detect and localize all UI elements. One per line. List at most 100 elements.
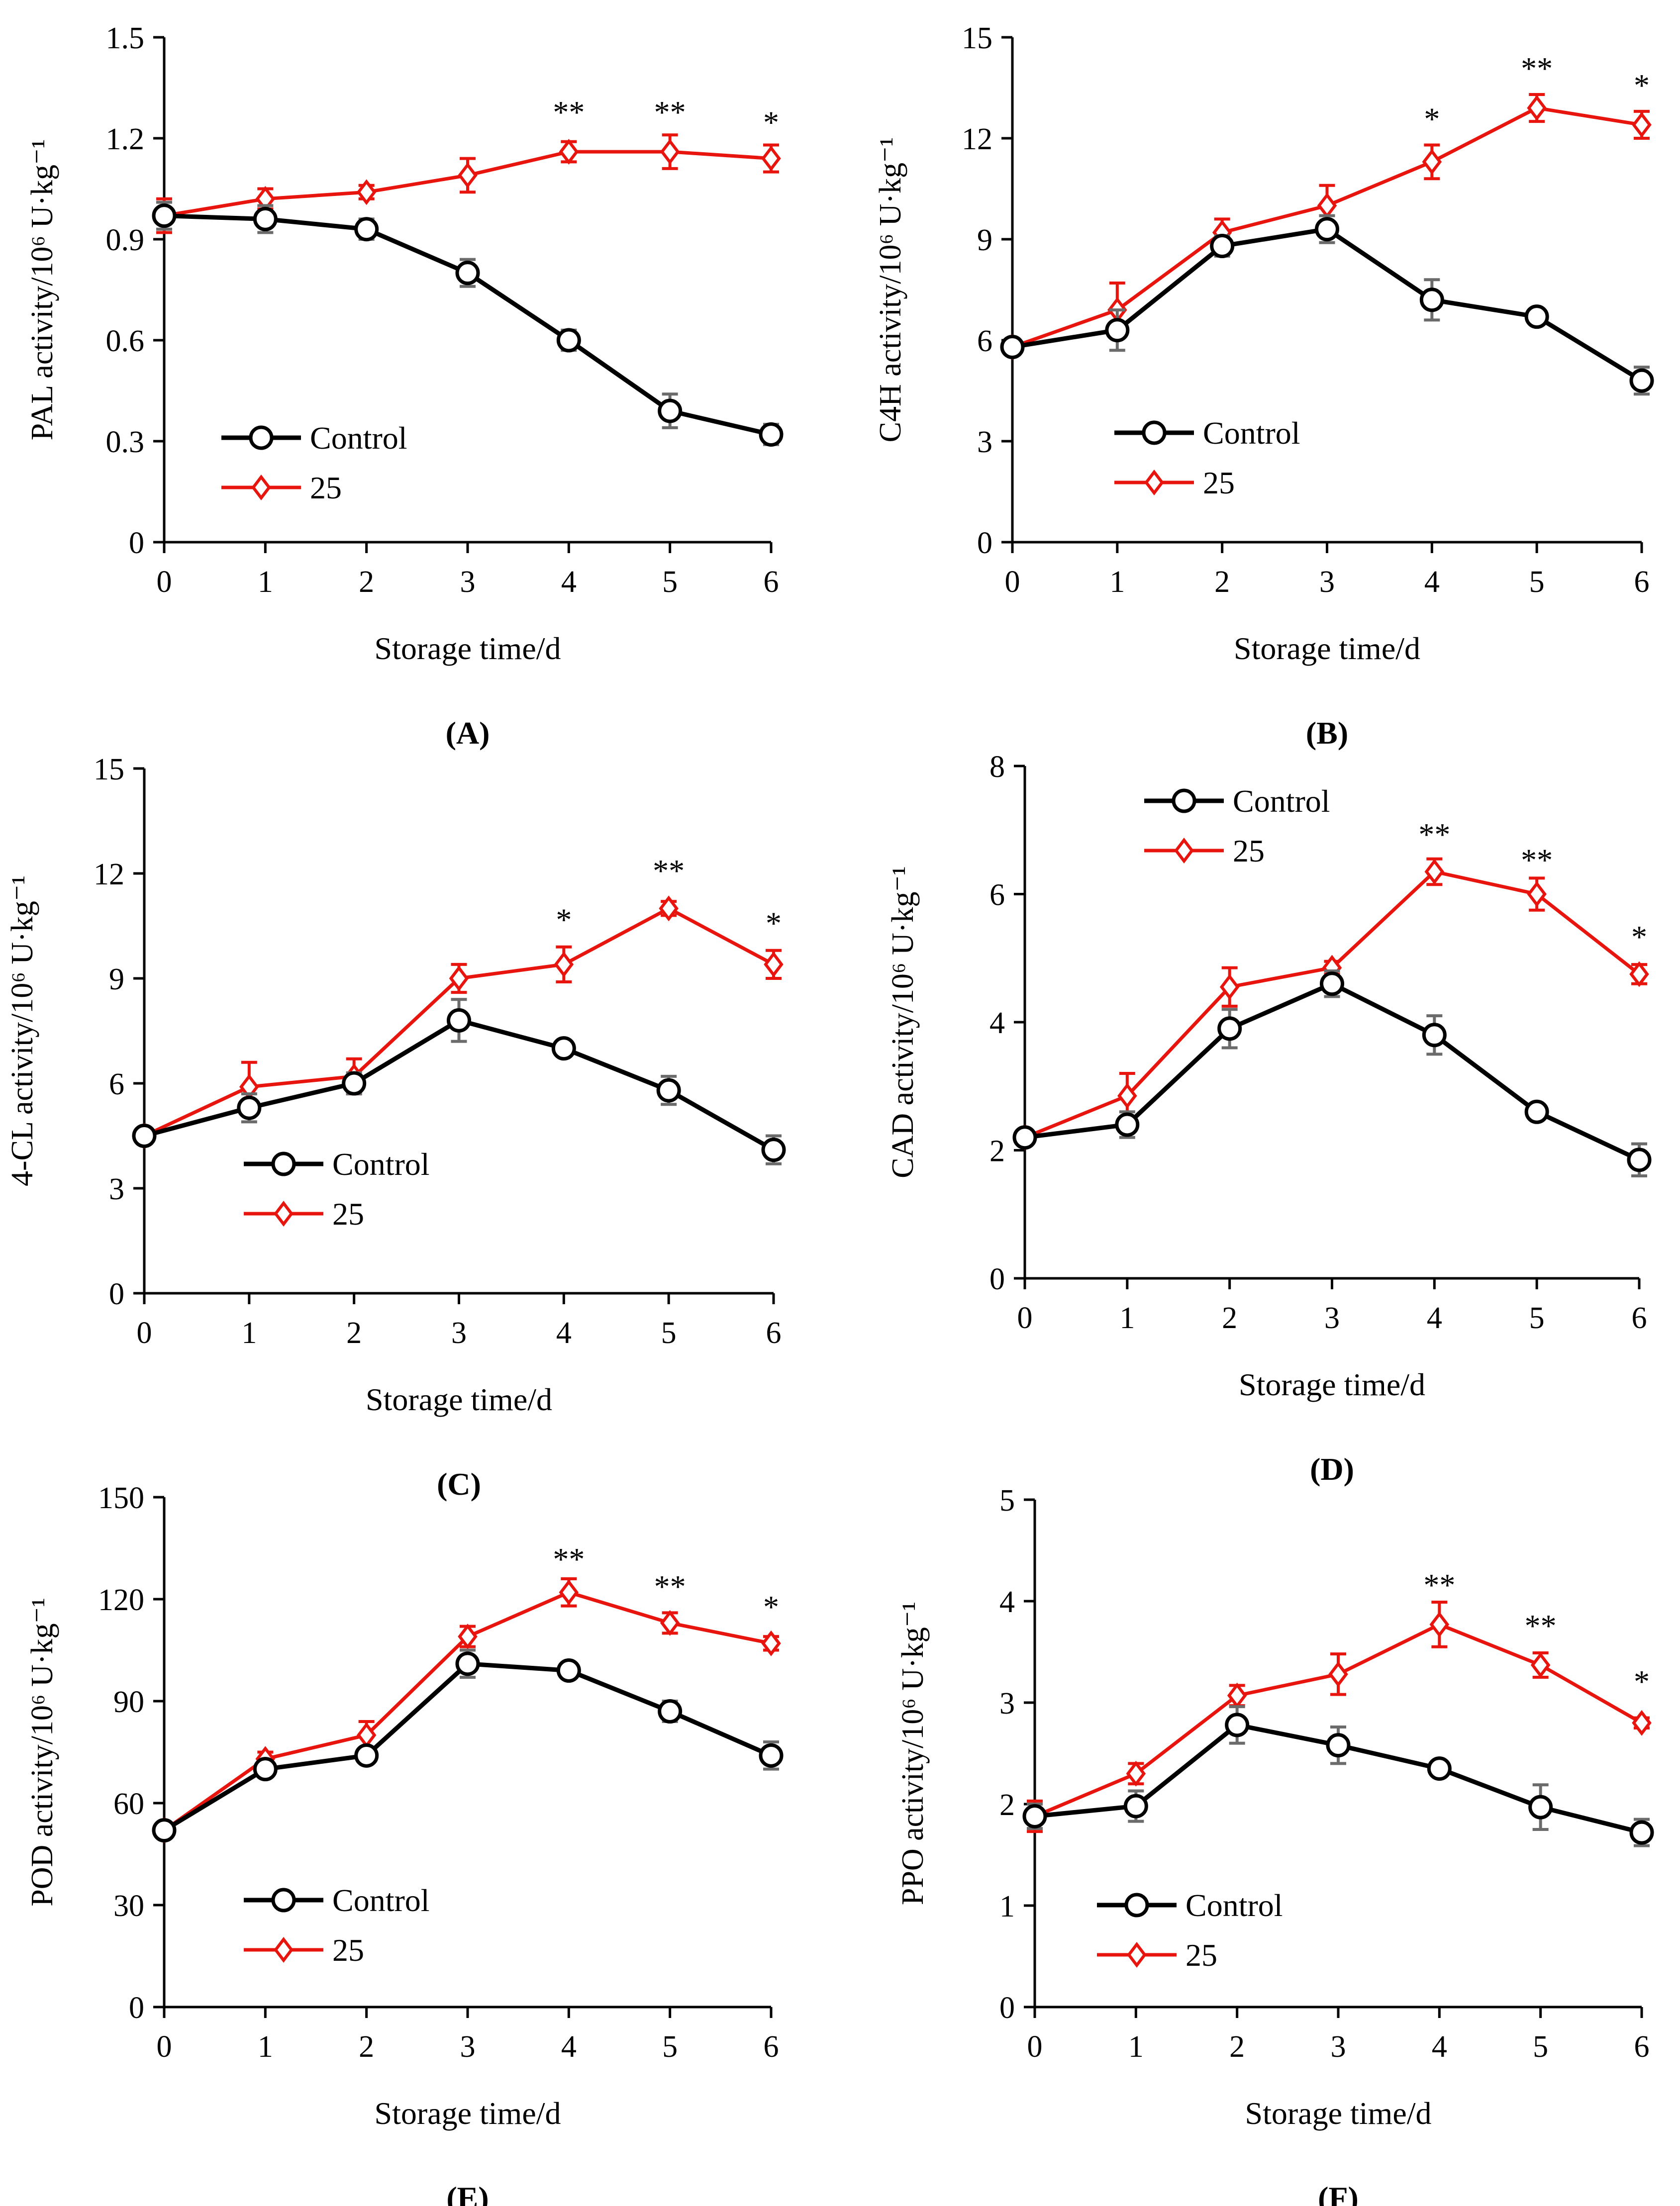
data-point xyxy=(1317,192,1337,219)
x-tick-label: 0 xyxy=(157,2030,172,2064)
y-tick-label: 1 xyxy=(999,1890,1015,1923)
data-point xyxy=(1219,974,1240,1000)
data-point xyxy=(759,422,784,447)
x-tick-label: 1 xyxy=(1128,2030,1144,2064)
legend: Control 25 xyxy=(244,1147,430,1232)
legend-label-control: Control xyxy=(1233,783,1330,819)
data-point xyxy=(1530,1652,1551,1678)
x-tick-label: 3 xyxy=(451,1316,467,1350)
series-control xyxy=(152,1648,784,1843)
panel-label: (D) xyxy=(1310,1451,1354,1487)
data-point xyxy=(660,139,680,165)
x-tick-label: 5 xyxy=(661,1316,677,1350)
data-point xyxy=(1629,961,1649,987)
y-tick-label: 6 xyxy=(109,1067,124,1101)
legend-label-treatment: 25 xyxy=(1203,465,1235,500)
series-line xyxy=(1024,869,1641,1139)
y-tick-label: 0 xyxy=(109,1277,124,1311)
legend-marker-treatment xyxy=(274,1201,294,1227)
x-tick-label: 2 xyxy=(359,2030,374,2064)
legend: Control 25 xyxy=(1114,415,1300,500)
x-tick-label: 2 xyxy=(1222,1301,1237,1335)
y-tick-label: 12 xyxy=(94,858,124,891)
data-point xyxy=(1527,881,1547,907)
data-point xyxy=(1117,1083,1137,1109)
panel-label: (C) xyxy=(437,1466,481,1502)
significance-mark: * xyxy=(763,104,779,140)
x-tick-label: 5 xyxy=(1529,1301,1545,1335)
y-tick-label: 3 xyxy=(977,425,992,459)
legend-label-control: Control xyxy=(1203,415,1300,451)
data-point xyxy=(1105,318,1130,343)
x-tick-label: 6 xyxy=(764,2030,779,2064)
data-point xyxy=(556,328,581,353)
legend: Control 25 xyxy=(1144,783,1330,868)
panel-e: 0 30 60 90 120 150 0 1 2 3 4 5 6 Storage time/d POD ac… xyxy=(25,1481,784,2206)
data-point xyxy=(152,1818,177,1843)
x-tick-label: 4 xyxy=(556,1316,572,1350)
y-tick-label: 6 xyxy=(977,324,992,358)
x-tick-label: 4 xyxy=(1424,565,1440,599)
data-point xyxy=(1524,304,1549,329)
x-tick-label: 1 xyxy=(258,565,273,599)
data-point xyxy=(458,1624,478,1650)
data-point xyxy=(152,203,177,228)
significance-mark: ** xyxy=(553,95,585,130)
x-tick-label: 1 xyxy=(1119,1301,1135,1335)
data-point xyxy=(759,1743,784,1768)
x-tick-label: 6 xyxy=(764,565,779,599)
x-tick-label: 6 xyxy=(1634,565,1650,599)
series-line xyxy=(164,213,772,437)
x-tick-label: 2 xyxy=(1229,2030,1245,2064)
legend-marker-treatment xyxy=(1127,1942,1147,1968)
data-point xyxy=(1210,234,1235,259)
x-tick-label: 2 xyxy=(346,1316,362,1350)
series-treatment xyxy=(154,1577,781,1843)
data-point xyxy=(132,1124,157,1148)
data-point xyxy=(1528,1795,1553,1820)
series-control xyxy=(152,200,784,447)
y-tick-label: 4 xyxy=(989,1006,1005,1040)
data-point xyxy=(1328,1661,1348,1687)
data-point xyxy=(455,1651,480,1676)
x-tick-label: 0 xyxy=(137,1316,152,1350)
significance-mark: ** xyxy=(1521,842,1553,877)
legend: Control 25 xyxy=(244,1883,430,1968)
data-point xyxy=(764,951,784,977)
data-point xyxy=(253,206,278,231)
data-point xyxy=(658,1699,683,1724)
y-axis-label: POD activity/10⁶ U·kg⁻¹ xyxy=(25,1598,59,1907)
data-point xyxy=(659,895,679,922)
data-point xyxy=(354,217,379,242)
data-point xyxy=(551,1036,576,1061)
legend-marker-control xyxy=(1142,420,1167,445)
significance-mark: ** xyxy=(654,95,686,130)
y-tick-label: 0.6 xyxy=(106,324,145,358)
y-tick-label: 0 xyxy=(129,1991,144,2025)
panel-a: 0 0.3 0.6 0.9 1.2 1.5 0 1 2 3 4 5 6 Storage time/d PAL… xyxy=(25,21,784,751)
x-axis-label: Storage time/d xyxy=(1239,1367,1425,1402)
legend-marker-control xyxy=(271,1888,296,1913)
data-point xyxy=(237,1095,262,1120)
y-axis-label: CAD activity/10⁶ U·kg⁻¹ xyxy=(886,866,920,1178)
legend-label-control: Control xyxy=(1186,1888,1283,1923)
legend-marker-control xyxy=(1172,788,1196,813)
x-tick-label: 0 xyxy=(1027,2030,1043,2064)
data-point xyxy=(660,1610,680,1636)
significance-mark: * xyxy=(1634,68,1650,103)
legend-label-treatment: 25 xyxy=(332,1196,364,1232)
y-axis-label: PPO activity/10⁶ U·kg⁻¹ xyxy=(896,1602,930,1905)
data-point xyxy=(447,1008,471,1033)
y-tick-label: 8 xyxy=(989,750,1005,784)
panel-label: (F) xyxy=(1318,2180,1359,2206)
legend-label-treatment: 25 xyxy=(332,1932,364,1968)
data-point xyxy=(559,1579,579,1606)
data-point xyxy=(253,1757,278,1782)
legend-label-control: Control xyxy=(310,420,407,456)
x-tick-label: 3 xyxy=(460,565,476,599)
legend-marker-control xyxy=(271,1151,296,1176)
panel-label: (E) xyxy=(446,2180,489,2206)
significance-mark: ** xyxy=(1423,1567,1455,1603)
